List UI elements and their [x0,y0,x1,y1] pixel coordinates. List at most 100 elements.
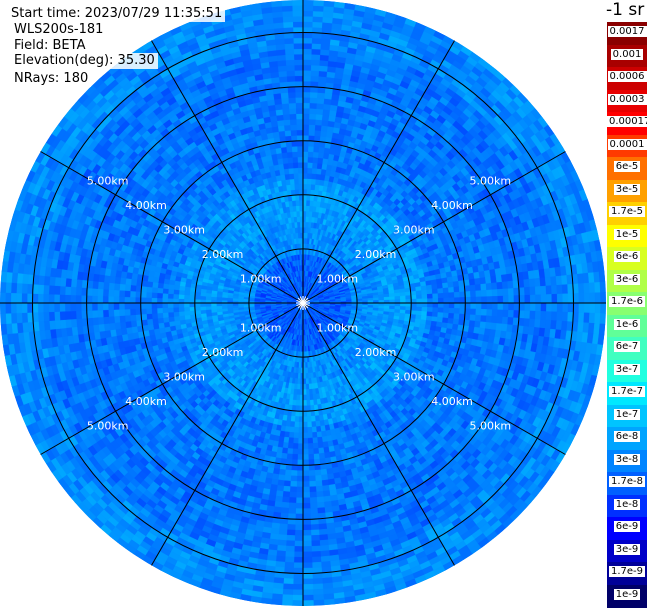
field-gate-cell [309,476,316,482]
field-gate-cell [308,433,313,439]
field-gate-cell [460,309,466,315]
field-gate-cell [568,294,574,303]
field-gate-cell [469,321,475,328]
field-gate-cell [315,475,322,481]
field-gate-cell [303,0,314,6]
field-gate-cell [433,294,439,299]
field-gate-cell [384,297,390,300]
field-gate-cell [422,294,428,299]
field-gate-cell [311,519,319,525]
field-gate-cell [405,292,411,296]
field-gate-cell [475,284,481,291]
field-gate-cell [334,2,345,9]
field-gate-cell [584,293,590,303]
field-gate-cell [563,303,569,312]
field-gate-cell [312,174,317,180]
field-gate-cell [541,303,547,312]
field-gate-cell [400,306,406,310]
field-gate-cell [406,303,412,307]
field-gate-cell [303,184,307,189]
field-gate-cell [600,303,606,314]
field-gate-cell [406,296,412,300]
field-gate-cell [476,303,482,309]
field-gate-cell [313,152,319,158]
field-gate-cell [584,283,590,293]
field-gate-cell [313,589,323,595]
field-gate-cell [311,76,319,82]
field-gate-cell [448,282,454,288]
field-gate-cell [303,119,309,125]
field-gate-cell [556,276,562,285]
field-gate-cell [524,287,530,295]
field-gate-cell [573,284,579,294]
field-gate-cell [309,125,316,131]
field-gate-cell [442,278,448,284]
field-gate-cell [309,460,315,466]
field-gate-cell [421,286,427,291]
field-gate-cell [316,491,323,497]
field-gate-cell [316,481,323,487]
field-gate-cell [525,303,531,311]
field-gate-cell [454,303,460,309]
field-gate-cell [316,114,323,120]
field-gate-cell [535,311,541,320]
field-gate-cell [589,313,595,323]
field-gate-cell [487,290,493,297]
field-gate-cell [514,303,520,311]
field-gate-cell [313,595,324,601]
field-gate-cell [578,283,584,293]
field-gate-cell [465,303,471,309]
field-gate-cell [312,27,322,33]
field-gate-cell [406,299,412,303]
field-gate-cell [310,503,317,509]
field-gate-cell [321,44,330,50]
field-gate-cell [320,60,329,66]
field-gate-cell [475,321,481,328]
field-gate-cell [438,303,444,308]
field-gate-cell [535,286,541,295]
field-gate-cell [491,323,497,330]
field-gate-cell [536,303,542,311]
field-gate-cell [312,432,317,438]
field-gate-cell [481,309,487,316]
field-gate-cell [552,303,558,312]
field-gate-cell [590,303,596,313]
field-gate-cell [546,286,552,295]
field-gate-cell [303,97,310,103]
field-gate-cell [303,189,307,195]
field-gate-cell [600,292,606,303]
field-gate-cell [313,157,319,163]
field-gate-cell [309,487,316,493]
field-gate-cell [541,295,547,304]
field-gate-cell [471,297,477,303]
field-gate-cell [322,485,329,491]
field-gate-cell [443,288,449,294]
field-gate-cell [303,38,312,44]
field-gate-cell [317,497,324,503]
field-gate-cell [303,152,308,158]
field-gate-cell [309,114,316,120]
field-gate-cell [481,284,487,291]
field-gate-cell [321,39,331,45]
field-gate-cell [470,315,476,321]
field-gate-cell [411,291,417,295]
field-gate-cell [306,206,310,212]
field-gate-cell [312,546,321,552]
field-gate-cell [431,280,437,285]
field-gate-cell [486,283,492,290]
field-gate-cell [448,313,454,319]
field-gate-cell [303,33,312,39]
field-gate-cell [557,294,563,303]
field-gate-cell [307,195,311,201]
field-gate-cell [310,108,317,114]
field-gate-cell [427,289,433,294]
field-gate-cell [432,284,438,289]
field-gate-cell [573,293,579,303]
field-gate-cell [303,22,313,28]
field-gate-cell [589,283,595,293]
field-gate-cell [319,76,327,82]
field-gate-cell [315,421,320,427]
field-gate-cell [590,293,596,303]
field-gate-cell [307,189,311,195]
field-gate-cell [438,312,444,317]
